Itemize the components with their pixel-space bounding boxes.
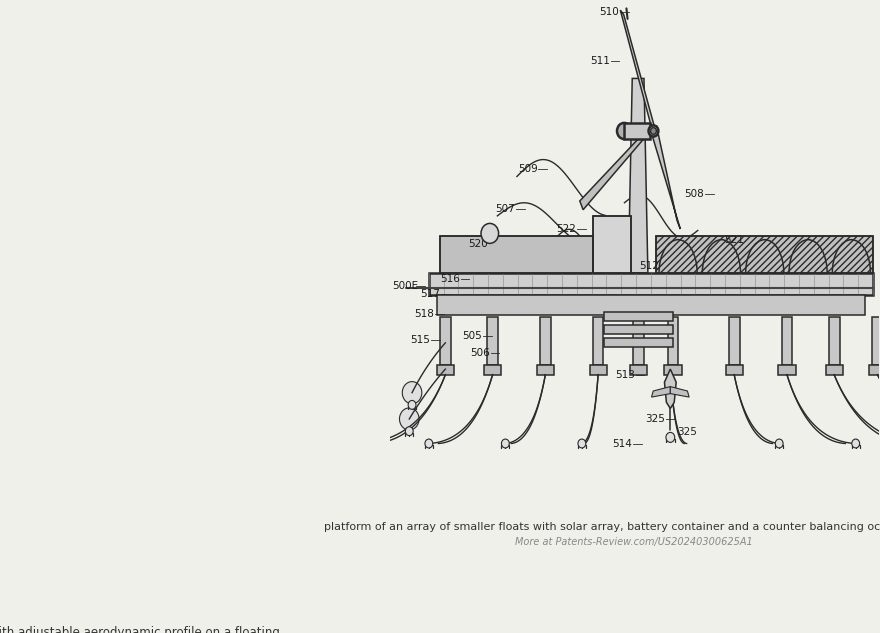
Circle shape xyxy=(649,125,658,137)
Bar xyxy=(664,365,682,375)
Bar xyxy=(729,316,739,365)
Circle shape xyxy=(852,439,860,448)
Bar xyxy=(726,365,743,375)
Circle shape xyxy=(402,382,422,404)
Bar xyxy=(440,316,451,365)
Text: 506: 506 xyxy=(470,348,489,358)
Circle shape xyxy=(578,439,586,448)
Circle shape xyxy=(408,401,416,410)
Bar xyxy=(537,365,554,375)
Text: 517: 517 xyxy=(420,289,440,299)
Bar xyxy=(605,312,673,321)
Circle shape xyxy=(481,223,499,243)
Text: 500E: 500E xyxy=(392,281,419,291)
Bar xyxy=(590,365,606,375)
Bar xyxy=(872,316,880,365)
Text: 518: 518 xyxy=(414,309,434,319)
Circle shape xyxy=(666,432,675,442)
Text: platform of an array of smaller floats with solar array, battery container and a: platform of an array of smaller floats w… xyxy=(324,522,880,532)
Text: 509: 509 xyxy=(517,165,538,175)
Bar xyxy=(634,316,644,365)
Text: 325: 325 xyxy=(678,427,698,437)
Bar xyxy=(869,365,880,375)
Text: 515: 515 xyxy=(410,335,430,345)
Polygon shape xyxy=(628,78,648,273)
Bar xyxy=(605,339,673,348)
Circle shape xyxy=(775,439,783,448)
Bar xyxy=(540,316,551,365)
Bar xyxy=(488,316,498,365)
Bar xyxy=(825,365,843,375)
Circle shape xyxy=(650,128,656,134)
Bar xyxy=(779,365,796,375)
Bar xyxy=(781,316,792,365)
Circle shape xyxy=(406,427,414,436)
Bar xyxy=(656,236,873,273)
Text: 521: 521 xyxy=(724,234,744,244)
Bar xyxy=(624,123,649,139)
Text: 520: 520 xyxy=(467,239,488,249)
Text: 512: 512 xyxy=(639,261,659,271)
Text: 514: 514 xyxy=(612,439,632,449)
Bar xyxy=(605,325,673,334)
Bar xyxy=(668,316,678,365)
Circle shape xyxy=(400,408,419,430)
Text: 513: 513 xyxy=(615,370,634,380)
Bar xyxy=(630,365,648,375)
Bar xyxy=(484,365,502,375)
Text: 508: 508 xyxy=(685,189,704,199)
Text: 516: 516 xyxy=(440,274,459,284)
Circle shape xyxy=(425,439,433,448)
Bar xyxy=(440,236,592,273)
Bar xyxy=(829,316,840,365)
Bar xyxy=(656,236,873,273)
Text: 507: 507 xyxy=(495,204,515,214)
Polygon shape xyxy=(671,387,689,397)
Circle shape xyxy=(617,123,631,139)
Bar xyxy=(437,295,865,315)
Bar xyxy=(593,316,604,365)
Circle shape xyxy=(502,439,510,448)
Text: An embodiment for an offshore wind turbine with adjustable aerodynamic profile o: An embodiment for an offshore wind turbi… xyxy=(0,627,280,633)
Bar xyxy=(592,216,632,273)
Text: More at Patents-Review.com/US20240300625A1: More at Patents-Review.com/US20240300625… xyxy=(516,537,753,548)
Polygon shape xyxy=(620,10,656,132)
Polygon shape xyxy=(664,369,676,408)
Bar xyxy=(436,365,454,375)
Text: 505: 505 xyxy=(462,331,482,341)
Text: 325: 325 xyxy=(645,414,665,424)
Bar xyxy=(429,273,873,295)
Bar xyxy=(592,216,632,273)
Text: 510: 510 xyxy=(599,7,620,17)
Polygon shape xyxy=(652,125,680,229)
Text: 522: 522 xyxy=(556,224,576,234)
Polygon shape xyxy=(651,387,671,397)
Polygon shape xyxy=(580,124,652,210)
Bar xyxy=(440,236,592,273)
Text: 511: 511 xyxy=(590,56,610,66)
